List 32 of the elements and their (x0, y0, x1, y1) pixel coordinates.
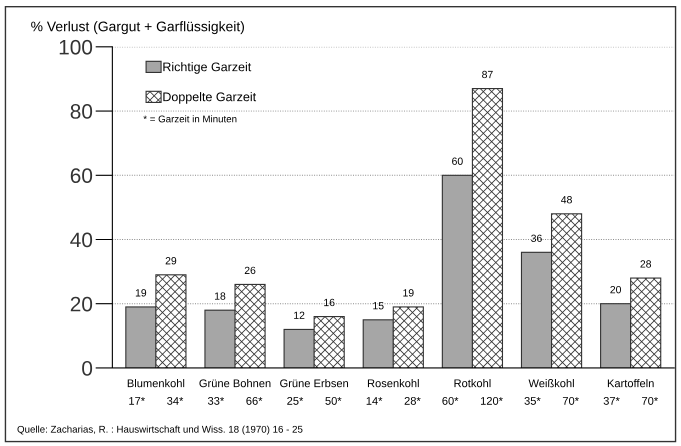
x-tick-label: Grüne Erbsen 25* 50* (280, 379, 348, 405)
x-tick-label: Grüne Bohnen 33* 66* (199, 379, 270, 405)
y-tick-label: 60 (70, 168, 92, 184)
data-label: 12 (294, 312, 304, 319)
data-label: 87 (482, 70, 493, 78)
data-label: 36 (531, 234, 542, 242)
y-tick-label: 40 (70, 232, 92, 248)
source-note: Quelle: Zacharias, R. : Hauswirtschaft und Wiss. 18 (1970) 16 - 25 (17, 426, 302, 435)
data-label: 20 (610, 286, 622, 294)
data-label: 48 (561, 196, 572, 204)
x-tick-label: Weißkohl 35* 70* (524, 379, 579, 405)
x-tick-label: Blumenkohl 17* 34* (128, 379, 184, 405)
y-axis-title: % Verlust (Gargut + Garflüssigkeit) (31, 21, 244, 34)
legend-label: Doppelte Garzeit (163, 92, 256, 104)
data-label: 60 (452, 158, 463, 165)
data-label: 26 (244, 266, 256, 274)
y-tick-label: 20 (70, 296, 92, 312)
x-tick-label: Rosenkohl 14* 28* (366, 379, 421, 405)
y-tick-label: 100 (60, 40, 92, 55)
x-tick-label: Rotkohl 60* 120* (442, 379, 503, 405)
data-label: 28 (640, 260, 652, 268)
data-label: 16 (324, 298, 335, 306)
annotation: * = Garzeit in Minuten (143, 115, 236, 122)
data-label: 29 (166, 257, 176, 264)
data-label: 18 (214, 292, 226, 300)
legend-label: Richtige Garzeit (163, 62, 252, 74)
y-tick-label: 0 (82, 360, 92, 376)
data-label: 15 (373, 302, 384, 310)
x-tick-label: Kartoffeln 37* 70* (604, 379, 658, 405)
data-label: 19 (403, 289, 414, 297)
y-tick-label: 80 (70, 104, 92, 119)
data-label: 19 (136, 289, 146, 297)
